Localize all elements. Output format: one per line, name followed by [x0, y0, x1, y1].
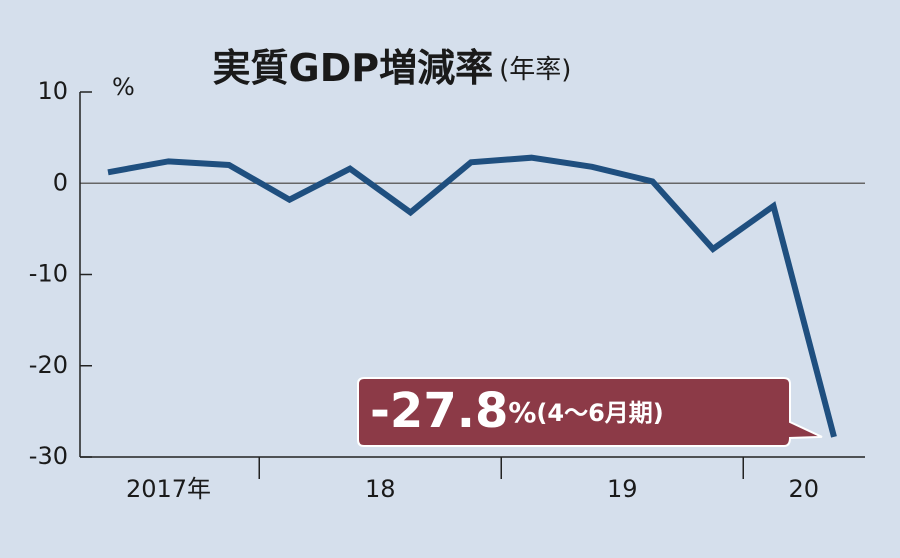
- annotation: -27.8%(4〜6月期): [370, 383, 664, 439]
- y-tick-label: -20: [29, 351, 68, 379]
- data-line: [107, 154, 837, 438]
- y-unit: %: [112, 73, 135, 101]
- y-tick-label: -30: [29, 442, 68, 470]
- chart-title-group: 実質GDP増減率 (年率): [213, 46, 572, 90]
- x-tick-label: 2017年: [126, 475, 211, 503]
- annotation-value: -27.8: [370, 383, 508, 439]
- annotation-note: (4〜6月期): [536, 399, 663, 427]
- chart-subtitle: (年率): [499, 55, 571, 85]
- chart-title: 実質GDP増減率: [213, 46, 494, 90]
- x-tick-label: 18: [365, 475, 396, 503]
- annotation-box: [357, 377, 823, 447]
- annotation-unit: %: [508, 396, 536, 429]
- x-tick-label: 20: [788, 475, 819, 503]
- y-tick-label: -10: [29, 260, 68, 288]
- y-tick-label: 10: [37, 77, 68, 105]
- y-tick-label: 0: [53, 168, 68, 196]
- x-tick-label: 19: [607, 475, 638, 503]
